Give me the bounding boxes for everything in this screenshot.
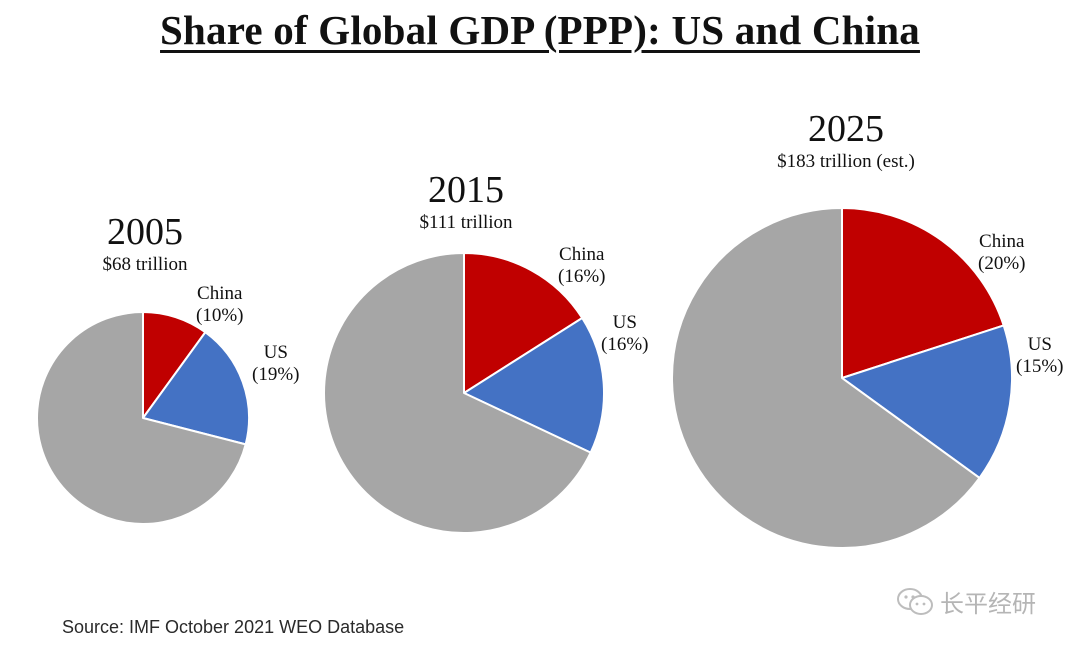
slice-name-2005-china: China bbox=[197, 283, 243, 304]
slice-name-2025-us: US bbox=[1027, 334, 1052, 355]
watermark: 长平经研 bbox=[896, 584, 1036, 619]
slice-label-2005-china: China (10%) bbox=[196, 283, 243, 327]
slice-label-2015-us: US (16%) bbox=[601, 312, 648, 356]
slice-name-2025-china: China bbox=[979, 231, 1025, 252]
year-label-2005: 2005 bbox=[107, 211, 183, 253]
year-label-2015: 2015 bbox=[428, 169, 504, 211]
slice-name-2005-us: US bbox=[263, 342, 288, 363]
pie-slice-2015-us bbox=[463, 316, 605, 454]
chart-title: Share of Global GDP (PPP): US and China bbox=[160, 7, 920, 53]
pie-slice-2025-china bbox=[841, 207, 1005, 379]
source-note: Source: IMF October 2021 WEO Database bbox=[62, 617, 405, 637]
slice-label-2015-china: China (16%) bbox=[558, 244, 605, 288]
chat-bubbles-icon bbox=[897, 587, 933, 615]
watermark-text: 长平经研 bbox=[940, 590, 1036, 618]
slice-value-2005-us: (19%) bbox=[252, 364, 300, 385]
total-label-2025: $183 trillion (est.) bbox=[777, 151, 915, 172]
slice-value-2015-china: (16%) bbox=[558, 266, 606, 287]
pie-slice-2005-us bbox=[142, 331, 250, 446]
slice-value-2025-us: (15%) bbox=[1016, 356, 1064, 377]
pie-slice-2015-china bbox=[463, 252, 584, 394]
slice-label-2025-china: China (20%) bbox=[978, 231, 1025, 275]
total-label-2015: $111 trillion bbox=[419, 212, 513, 233]
total-label-2005: $68 trillion bbox=[102, 254, 188, 275]
pie-slice-2025-rest bbox=[671, 207, 981, 549]
year-label-2025: 2025 bbox=[808, 108, 884, 150]
slice-value-2005-china: (10%) bbox=[196, 305, 244, 326]
slice-label-2025-us: US (15%) bbox=[1016, 334, 1063, 378]
slice-label-2005-us: US (19%) bbox=[252, 342, 299, 386]
slice-name-2015-china: China bbox=[559, 244, 605, 265]
slice-value-2015-us: (16%) bbox=[601, 334, 649, 355]
pie-slice-2005-rest bbox=[36, 311, 247, 525]
pie-slice-2015-rest bbox=[323, 252, 592, 534]
pie-slice-2025-us bbox=[841, 324, 1013, 479]
slice-value-2025-china: (20%) bbox=[978, 253, 1026, 274]
slice-name-2015-us: US bbox=[612, 312, 637, 333]
